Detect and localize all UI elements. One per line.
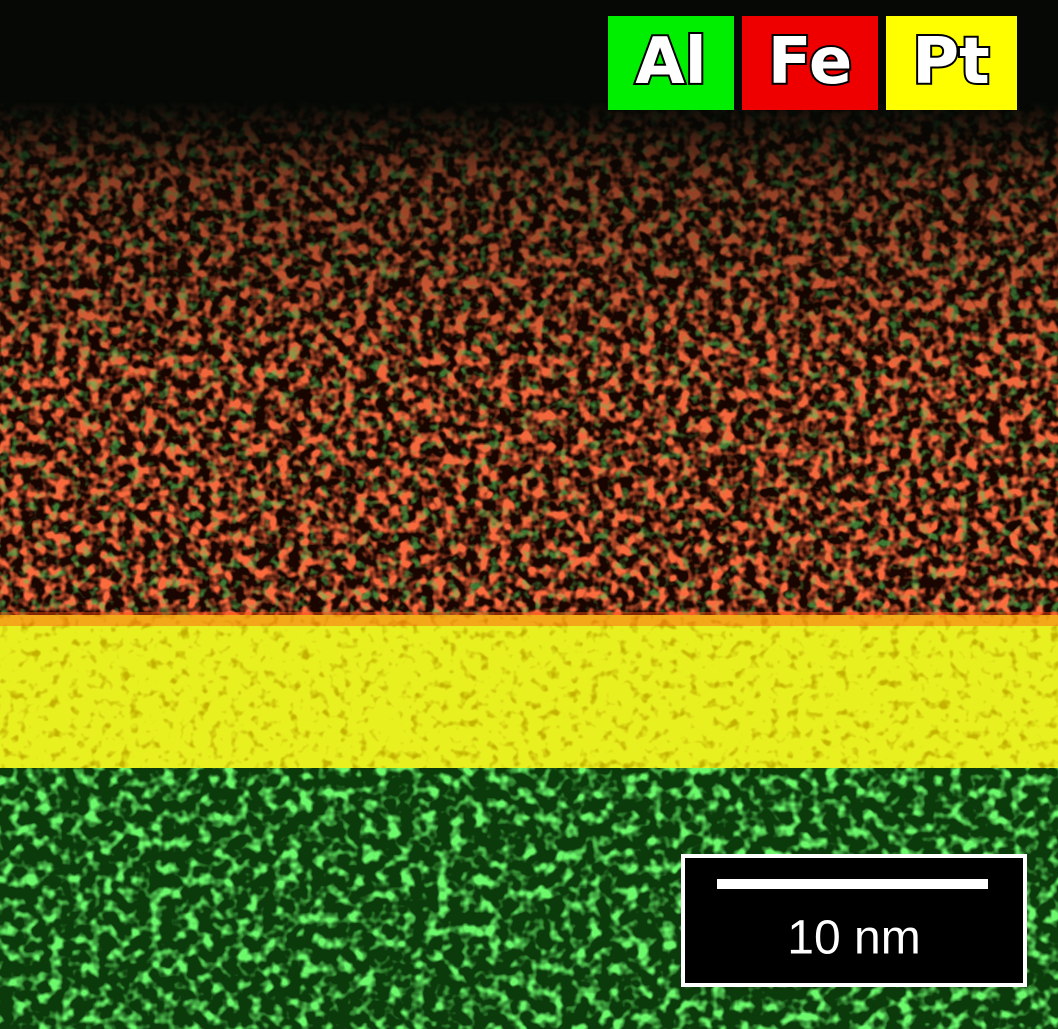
legend-swatch (608, 16, 734, 110)
scale-bar-line (717, 879, 988, 889)
al-trace (0, 100, 1058, 640)
scale-bar-label: 10 nm (787, 912, 920, 965)
pt-fe-interface (0, 612, 1058, 626)
legend-label: Fe (768, 25, 853, 99)
fe-layer (0, 100, 1058, 640)
legend-label: Pt (912, 25, 990, 99)
legend-swatch (886, 16, 1017, 110)
legend: Al Fe Pt (608, 16, 1017, 110)
scale-bar: 10 nm (681, 854, 1027, 987)
pt-texture (0, 615, 1058, 770)
legend-label: Al (635, 25, 706, 99)
legend-swatch (742, 16, 878, 110)
scale-bar-box (681, 854, 1027, 987)
